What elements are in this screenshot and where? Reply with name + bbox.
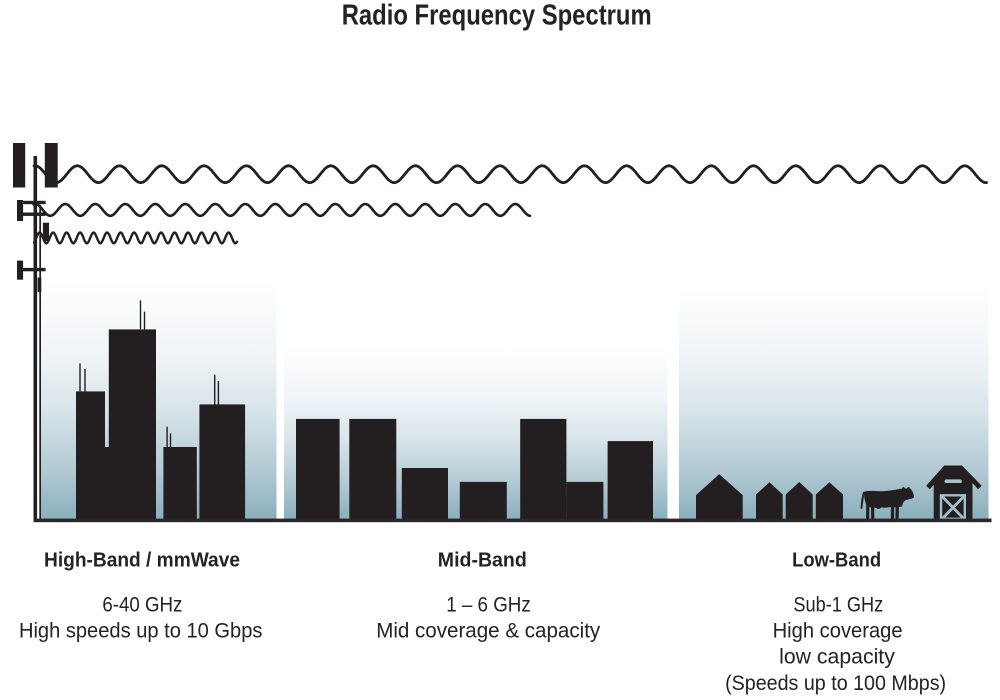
svg-text:Low-Band: Low-Band bbox=[792, 548, 881, 571]
svg-text:High-Band / mmWave: High-Band / mmWave bbox=[44, 548, 240, 571]
svg-text:6-40 GHz: 6-40 GHz bbox=[102, 594, 182, 617]
svg-text:Mid coverage & capacity: Mid coverage & capacity bbox=[376, 619, 600, 642]
svg-text:low capacity: low capacity bbox=[779, 645, 895, 668]
svg-text:High speeds up to 10 Gbps: High speeds up to 10 Gbps bbox=[19, 619, 263, 642]
svg-text:(Speeds up to 100 Mbps): (Speeds up to 100 Mbps) bbox=[725, 672, 946, 695]
svg-text:1 – 6 GHz: 1 – 6 GHz bbox=[446, 594, 531, 617]
svg-text:Sub-1 GHz: Sub-1 GHz bbox=[793, 594, 883, 617]
svg-text:Radio Frequency Spectrum: Radio Frequency Spectrum bbox=[342, 0, 652, 32]
svg-text:Mid-Band: Mid-Band bbox=[438, 548, 527, 571]
svg-text:High coverage: High coverage bbox=[773, 619, 903, 642]
